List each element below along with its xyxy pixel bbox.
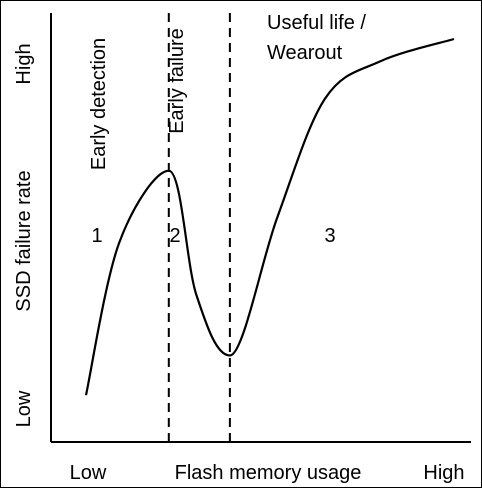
region-2-title: Early failure bbox=[166, 28, 188, 134]
xlabel: Flash memory usage bbox=[175, 462, 362, 484]
region-3-title-line-2: Wearout bbox=[267, 42, 343, 64]
y-tick-label-high: High bbox=[13, 43, 35, 84]
x-tick-label-low: Low bbox=[70, 462, 107, 484]
region-1-label: 1 bbox=[91, 225, 102, 247]
x-tick-label-high: High bbox=[423, 462, 464, 484]
ylabel: SSD failure rate bbox=[13, 170, 35, 311]
y-tick-label-low: Low bbox=[13, 390, 35, 427]
region-3-title-line-1: Useful life / bbox=[267, 12, 366, 34]
failure-rate-curve bbox=[84, 37, 455, 396]
region-2-label: 2 bbox=[169, 225, 180, 247]
region-3-label: 3 bbox=[324, 225, 335, 247]
region-1-title: Early detection bbox=[88, 38, 110, 170]
region-boundaries bbox=[167, 13, 231, 442]
